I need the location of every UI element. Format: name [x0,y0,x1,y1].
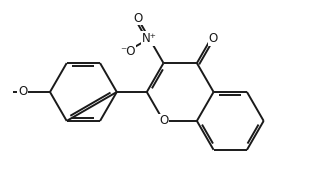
Text: N⁺: N⁺ [142,32,157,45]
Text: O: O [133,12,142,25]
Text: O: O [159,114,168,127]
Text: O: O [18,86,27,98]
Text: ⁻O: ⁻O [120,45,135,58]
Text: O: O [209,32,218,45]
